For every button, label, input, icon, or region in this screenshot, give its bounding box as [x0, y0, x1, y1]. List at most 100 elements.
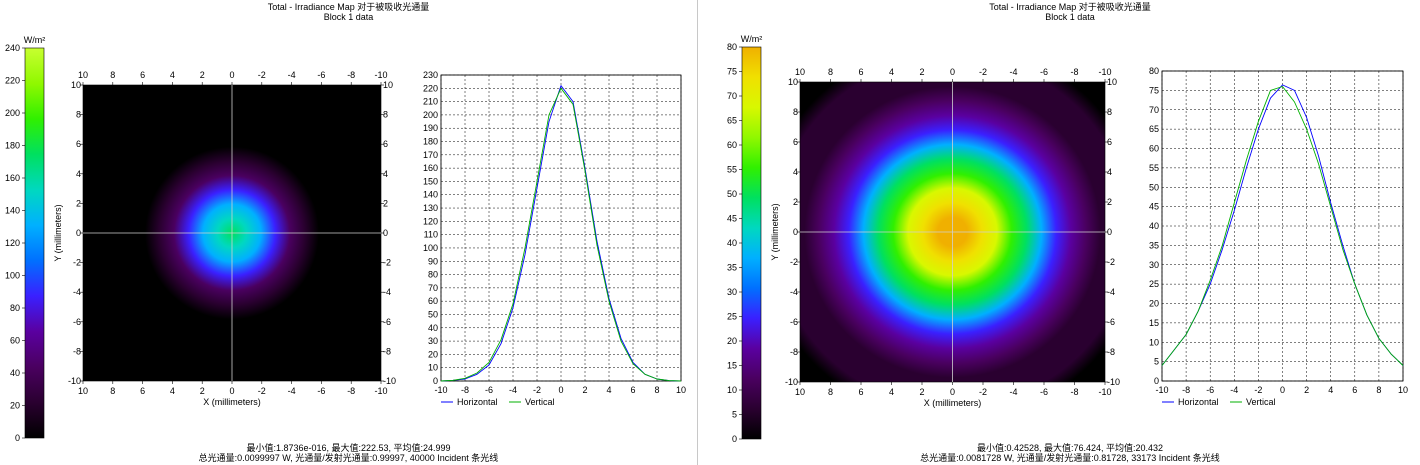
y-tick-label-right: -4 — [1107, 287, 1115, 297]
colorbar-tick-label: 5 — [732, 410, 737, 420]
chart-x-tick-label: -6 — [1206, 385, 1214, 395]
x-tick-label-bottom: -2 — [258, 386, 266, 396]
x-tick-label-top: -6 — [1040, 67, 1048, 77]
colorbar-tick-label: 100 — [5, 271, 20, 281]
chart-x-tick-label: -10 — [1155, 385, 1168, 395]
x-tick-label-top: -6 — [317, 70, 325, 80]
y-tick-label-right: 0 — [383, 228, 388, 238]
legend-label: Horizontal — [1178, 397, 1219, 407]
heatmap-x-axis-label: X (millimeters) — [203, 397, 261, 407]
chart-y-tick-label: 50 — [1149, 182, 1159, 192]
chart-y-tick-label: 0 — [1154, 376, 1159, 386]
chart-y-tick-label: 0 — [433, 376, 438, 386]
y-tick-label-right: 2 — [383, 198, 388, 208]
colorbar-tick-label: 60 — [727, 140, 737, 150]
x-tick-label-bottom: -10 — [1098, 387, 1111, 397]
x-tick-label-bottom: -8 — [1070, 387, 1078, 397]
colorbar-tick-label: 140 — [5, 206, 20, 216]
colorbar-tick-label: 220 — [5, 76, 20, 86]
y-tick-label-left: 8 — [76, 110, 81, 120]
colorbar-tick-label: 40 — [727, 238, 737, 248]
colorbar-tick-label: 120 — [5, 238, 20, 248]
chart-y-tick-label: 230 — [423, 70, 438, 80]
chart-x-tick-label: -2 — [1254, 385, 1262, 395]
x-tick-label-bottom: 10 — [78, 386, 88, 396]
chart-x-tick-label: -8 — [461, 385, 469, 395]
y-tick-label-right: -10 — [383, 376, 396, 386]
chart-y-tick-label: 80 — [428, 270, 438, 280]
y-tick-label-left: 0 — [76, 228, 81, 238]
chart-y-tick-label: 15 — [1149, 318, 1159, 328]
chart-y-tick-label: 60 — [1149, 144, 1159, 154]
x-tick-label-top: 4 — [170, 70, 175, 80]
colorbar-tick-label: 65 — [727, 116, 737, 126]
x-tick-label-bottom: -8 — [347, 386, 355, 396]
y-tick-label-right: 6 — [1107, 137, 1112, 147]
chart-y-tick-label: 190 — [423, 123, 438, 133]
colorbar-tick-label: 10 — [727, 385, 737, 395]
chart-x-tick-label: -4 — [1230, 385, 1238, 395]
x-tick-label-bottom: 0 — [229, 386, 234, 396]
colorbar-tick-label: 55 — [727, 165, 737, 175]
y-tick-label-right: 6 — [383, 139, 388, 149]
x-tick-label-top: -4 — [1009, 67, 1017, 77]
chart-y-tick-label: 110 — [424, 230, 438, 240]
chart-y-tick-label: 50 — [428, 309, 438, 319]
chart-x-tick-label: 6 — [630, 385, 635, 395]
colorbar-tick-label: 70 — [727, 91, 737, 101]
y-tick-label-right: -6 — [1107, 317, 1115, 327]
stats-line-1: 最小值:0.42528, 最大值:76.424, 平均值:20.432 — [976, 443, 1164, 453]
chart-frame — [1161, 70, 1404, 382]
chart-frame — [440, 74, 682, 382]
panel-title: Total - Irradiance Map 对于被吸收光通量 — [989, 2, 1151, 12]
y-tick-label-right: 4 — [1107, 167, 1112, 177]
irradiance-panel-1: Total - Irradiance Map 对于被吸收光通量 Block 1 … — [0, 0, 697, 465]
colorbar-tick-label: 30 — [727, 287, 737, 297]
chart-y-tick-label: 70 — [1149, 105, 1159, 115]
stats-line-1: 最小值:1.8736e-016, 最大值:222.53, 平均值:24.999 — [246, 443, 451, 453]
chart-y-tick-label: 20 — [1149, 299, 1159, 309]
chart-x-tick-label: -6 — [485, 385, 493, 395]
x-tick-label-top: -2 — [979, 67, 987, 77]
y-tick-label-right: -2 — [383, 258, 391, 268]
chart-y-tick-label: 40 — [1149, 221, 1159, 231]
panel-subtitle: Block 1 data — [1045, 12, 1095, 22]
colorbar-tick-label: 40 — [10, 368, 20, 378]
chart-x-tick-label: 2 — [582, 385, 587, 395]
chart-x-tick-label: 2 — [1304, 385, 1309, 395]
legend-label: Horizontal — [457, 397, 498, 407]
chart-x-tick-label: 6 — [1352, 385, 1357, 395]
colorbar — [24, 47, 45, 439]
y-tick-label-right: -10 — [1107, 377, 1120, 387]
chart-y-tick-label: 55 — [1149, 163, 1159, 173]
chart-y-tick-label: 210 — [423, 97, 438, 107]
chart-y-tick-label: 35 — [1149, 240, 1159, 250]
x-tick-label-bottom: -2 — [979, 387, 987, 397]
y-tick-label-left: -2 — [73, 258, 81, 268]
colorbar-tick-label: 50 — [727, 189, 737, 199]
x-tick-label-bottom: 0 — [950, 387, 955, 397]
y-tick-label-left: -2 — [790, 257, 798, 267]
y-tick-label-right: 8 — [1107, 107, 1112, 117]
x-tick-label-bottom: 4 — [889, 387, 894, 397]
chart-y-tick-label: 70 — [428, 283, 438, 293]
chart-y-tick-label: 100 — [423, 243, 438, 253]
y-tick-label-left: -8 — [790, 347, 798, 357]
chart-x-tick-label: -10 — [434, 385, 447, 395]
chart-x-tick-label: 8 — [1376, 385, 1381, 395]
colorbar-tick-label: 15 — [727, 361, 737, 371]
chart-y-tick-label: 80 — [1149, 66, 1159, 76]
x-tick-label-bottom: 2 — [200, 386, 205, 396]
irradiance-panel-2: Total - Irradiance Map 对于被吸收光通量 Block 1 … — [720, 0, 1420, 465]
x-tick-label-top: -2 — [258, 70, 266, 80]
y-tick-label-right: -4 — [383, 287, 391, 297]
x-tick-label-bottom: -4 — [288, 386, 296, 396]
y-tick-label-left: 0 — [793, 227, 798, 237]
chart-x-tick-label: -2 — [533, 385, 541, 395]
x-tick-label-bottom: 10 — [795, 387, 805, 397]
y-tick-label-left: -4 — [73, 287, 81, 297]
chart-y-tick-label: 90 — [428, 256, 438, 266]
x-tick-label-top: 10 — [78, 70, 88, 80]
chart-y-tick-label: 75 — [1149, 85, 1159, 95]
colorbar — [741, 46, 762, 440]
